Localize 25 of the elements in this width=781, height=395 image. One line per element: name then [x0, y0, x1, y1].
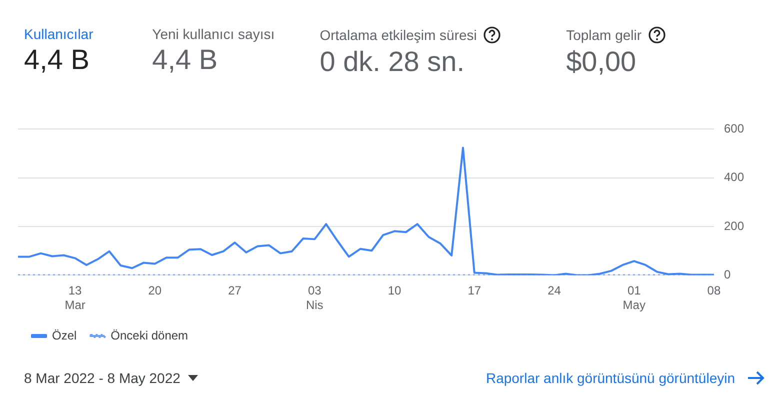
x-tick-label: 03 Nis [306, 284, 324, 312]
x-tick-label: 27 [228, 284, 242, 298]
x-tick-label: 24 [548, 284, 562, 298]
legend-label: Özel [52, 328, 77, 342]
x-tick-label: 20 [148, 284, 162, 298]
x-tick-label: 01 May [622, 284, 646, 312]
text: 4,4 B [24, 44, 90, 76]
x-tick-label: 13 Mar [64, 284, 86, 312]
text: Yeni kullanıcı sayısı [152, 26, 275, 42]
y-tick-label: 600 [724, 122, 744, 136]
y-tick-label: 200 [724, 218, 744, 233]
text: 8 Mar 2022 - 8 May 2022 [24, 370, 180, 386]
x-tick-label: 17 [468, 284, 482, 298]
legend-label: Önceki dönem [110, 328, 188, 342]
x-tick-label: 08 [707, 284, 721, 298]
text: $0,00 [566, 46, 638, 78]
text: Toplam gelir [566, 27, 642, 43]
text: Kullanıcılar [24, 26, 94, 42]
x-tick-label: 10 [388, 284, 402, 298]
text: 4,4 B [152, 44, 219, 76]
y-tick-label: 0 [724, 268, 731, 282]
text: Ortalama etkileşim süresi [320, 27, 477, 43]
y-tick-label: 400 [724, 170, 744, 184]
text: Raporlar anlık görüntüsünü görüntüleyin [486, 370, 735, 386]
text: 0 dk. 28 sn. [320, 46, 466, 78]
